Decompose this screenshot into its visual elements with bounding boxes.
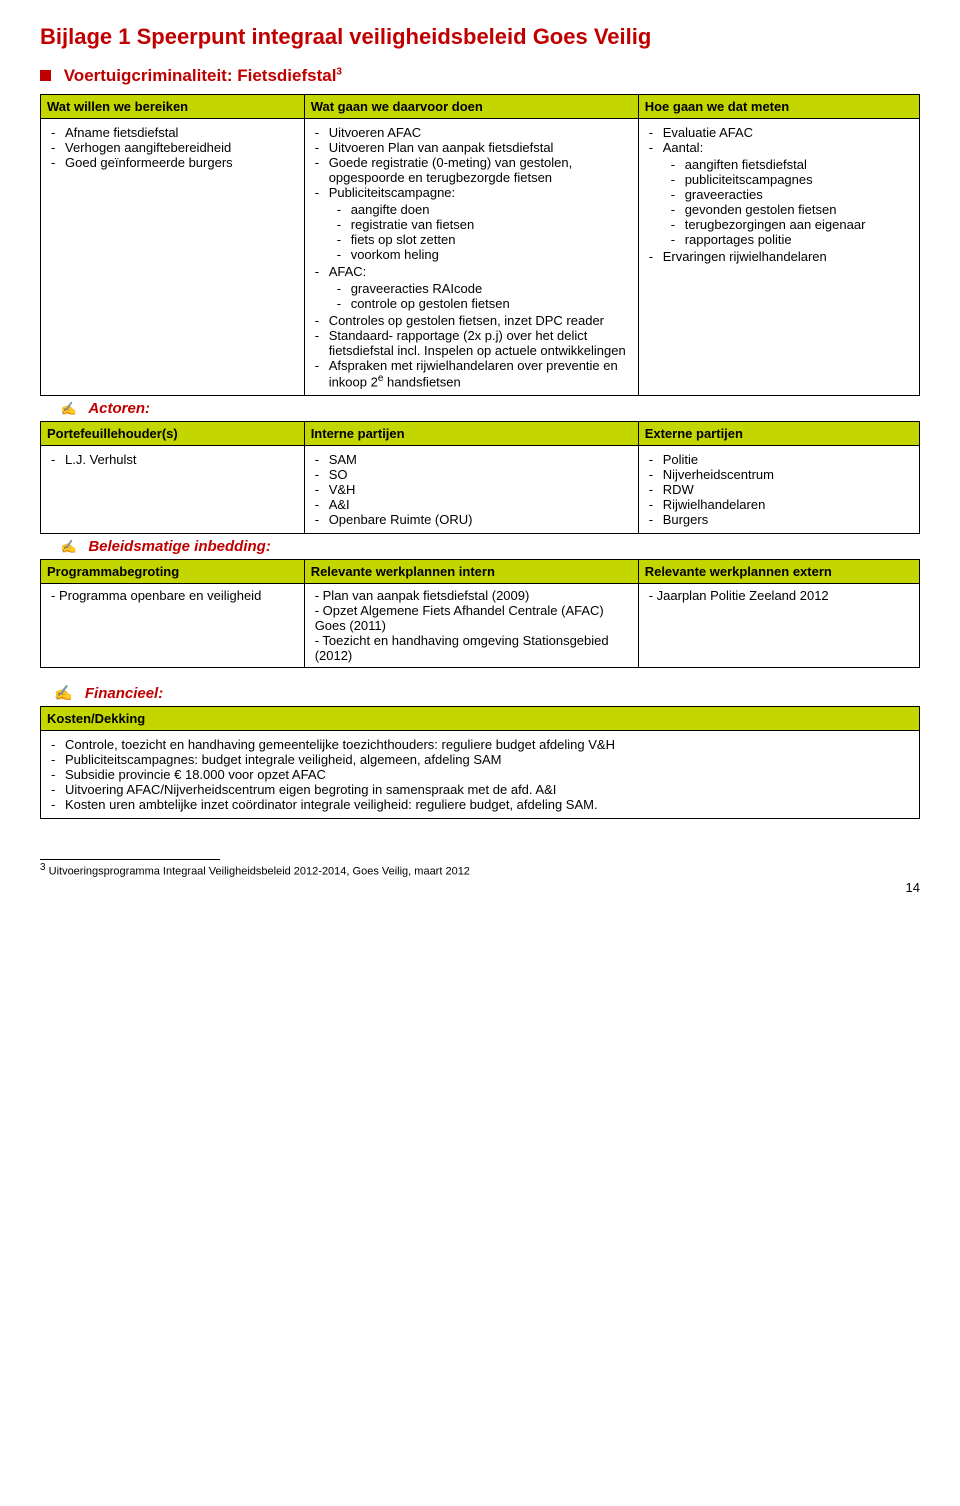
subtitle-superscript: 3 [336, 66, 342, 77]
prog-h2: Relevante werkplannen intern [304, 560, 638, 584]
kosten-cell: Controle, toezicht en handhaving gemeent… [41, 731, 920, 819]
square-bullet-icon [40, 70, 51, 81]
programma-header: Programmabegroting Relevante werkplannen… [41, 560, 920, 584]
programma-row: Programma openbare en veiligheid Plan va… [41, 584, 920, 668]
list-item: Afspraken met rijwielhandelaren over pre… [329, 358, 632, 389]
list-item: Programma openbare en veiligheid [51, 588, 298, 603]
list-item: SO [329, 467, 632, 482]
portef-h2: Interne partijen [304, 422, 638, 446]
cell-bereiken: Afname fietsdiefstal Verhogen aangiftebe… [41, 119, 305, 396]
actoren-row: ✍ Actoren: [41, 396, 920, 422]
prog-col2: Plan van aanpak fietsdiefstal (2009) Opz… [304, 584, 638, 668]
list-item: gevonden gestolen fietsen [685, 202, 913, 217]
financieel-label-row: ✍ Financieel: [40, 684, 920, 702]
list-item: Afname fietsdiefstal [65, 125, 298, 140]
subtitle-text: Voertuigcriminaliteit: Fietsdiefstal [64, 66, 337, 85]
header-col2: Wat gaan we daarvoor doen [304, 95, 638, 119]
portefeuille-header: Portefeuillehouder(s) Interne partijen E… [41, 422, 920, 446]
list-item: Standaard- rapportage (2x p.j) over het … [329, 328, 632, 358]
cell-doen: Uitvoeren AFAC Uitvoeren Plan van aanpak… [304, 119, 638, 396]
pointer-icon: ✍ [54, 685, 73, 702]
list-item: graveeracties [685, 187, 913, 202]
header-col1: Wat willen we bereiken [41, 95, 305, 119]
list-item: Rijwielhandelaren [663, 497, 913, 512]
list-item: RDW [663, 482, 913, 497]
list-item: Nijverheidscentrum [663, 467, 913, 482]
portefeuille-row: L.J. Verhulst SAM SO V&H A&I Openbare Ru… [41, 446, 920, 534]
list-item: V&H [329, 482, 632, 497]
financieel-label: Financieel: [85, 685, 163, 702]
list-item: Uitvoeren AFAC [329, 125, 632, 140]
pointer-icon: ✍ [61, 401, 77, 416]
main-header-row: Wat willen we bereiken Wat gaan we daarv… [41, 95, 920, 119]
list-item: Aantal: aangiften fietsdiefstal publicit… [663, 140, 913, 247]
list-item: Jaarplan Politie Zeeland 2012 [649, 588, 913, 603]
list-item: Publiciteitscampagnes: budget integrale … [65, 752, 913, 767]
list-item: Publiciteitscampagne: aangifte doen regi… [329, 185, 632, 262]
subtitle: Voertuigcriminaliteit: Fietsdiefstal3 [40, 66, 920, 86]
page-number: 14 [40, 880, 920, 895]
list-item: Ervaringen rijwielhandelaren [663, 249, 913, 264]
main-table: Wat willen we bereiken Wat gaan we daarv… [40, 94, 920, 668]
list-item: Controle, toezicht en handhaving gemeent… [65, 737, 913, 752]
list-item: Goed geïnformeerde burgers [65, 155, 298, 170]
portef-col2: SAM SO V&H A&I Openbare Ruimte (ORU) [304, 446, 638, 534]
list-item: aangifte doen [351, 202, 632, 217]
list-item: registratie van fietsen [351, 217, 632, 232]
prog-h1: Programmabegroting [41, 560, 305, 584]
portef-col3: Politie Nijverheidscentrum RDW Rijwielha… [638, 446, 919, 534]
list-item: publiciteitscampagnes [685, 172, 913, 187]
list-item: terugbezorgingen aan eigenaar [685, 217, 913, 232]
list-item: Burgers [663, 512, 913, 527]
footnote-text: Uitvoeringsprogramma Integraal Veilighei… [46, 866, 470, 878]
list-item: Uitvoering AFAC/Nijverheidscentrum eigen… [65, 782, 913, 797]
beleid-row: ✍ Beleidsmatige inbedding: [41, 534, 920, 560]
list-item: Goede registratie (0-meting) van gestole… [329, 155, 632, 185]
portef-h1: Portefeuillehouder(s) [41, 422, 305, 446]
portef-col1: L.J. Verhulst [41, 446, 305, 534]
prog-h3: Relevante werkplannen extern [638, 560, 919, 584]
list-item: Verhogen aangiftebereidheid [65, 140, 298, 155]
list-item: Toezicht en handhaving omgeving Stations… [315, 633, 632, 663]
list-item: L.J. Verhulst [65, 452, 298, 467]
list-item: fiets op slot zetten [351, 232, 632, 247]
pointer-icon: ✍ [61, 539, 77, 554]
list-item: Openbare Ruimte (ORU) [329, 512, 632, 527]
actoren-label: Actoren: [88, 400, 150, 417]
list-item: graveeracties RAIcode [351, 281, 632, 296]
list-item: Evaluatie AFAC [663, 125, 913, 140]
list-item: Subsidie provincie € 18.000 voor opzet A… [65, 767, 913, 782]
list-item: AFAC: graveeracties RAIcode controle op … [329, 264, 632, 311]
kosten-table: Kosten/Dekking Controle, toezicht en han… [40, 706, 920, 819]
beleid-label: Beleidsmatige inbedding: [88, 538, 271, 555]
header-col3: Hoe gaan we dat meten [638, 95, 919, 119]
list-item: Politie [663, 452, 913, 467]
cell-meten: Evaluatie AFAC Aantal: aangiften fietsdi… [638, 119, 919, 396]
list-item: aangiften fietsdiefstal [685, 157, 913, 172]
kosten-header: Kosten/Dekking [41, 707, 920, 731]
list-item: Controles op gestolen fietsen, inzet DPC… [329, 313, 632, 328]
prog-col3: Jaarplan Politie Zeeland 2012 [638, 584, 919, 668]
list-item: A&I [329, 497, 632, 512]
list-item: Opzet Algemene Fiets Afhandel Centrale (… [315, 603, 632, 633]
list-item: controle op gestolen fietsen [351, 296, 632, 311]
footnote: 3 Uitvoeringsprogramma Integraal Veiligh… [40, 862, 920, 878]
main-data-row: Afname fietsdiefstal Verhogen aangiftebe… [41, 119, 920, 396]
list-item: rapportages politie [685, 232, 913, 247]
list-item: voorkom heling [351, 247, 632, 262]
list-item: Plan van aanpak fietsdiefstal (2009) [315, 588, 632, 603]
prog-col1: Programma openbare en veiligheid [41, 584, 305, 668]
page-title: Bijlage 1 Speerpunt integraal veiligheid… [40, 24, 920, 50]
list-item: Uitvoeren Plan van aanpak fietsdiefstal [329, 140, 632, 155]
list-item: SAM [329, 452, 632, 467]
portef-h3: Externe partijen [638, 422, 919, 446]
footnote-divider [40, 859, 220, 860]
list-item: Kosten uren ambtelijke inzet coördinator… [65, 797, 913, 812]
